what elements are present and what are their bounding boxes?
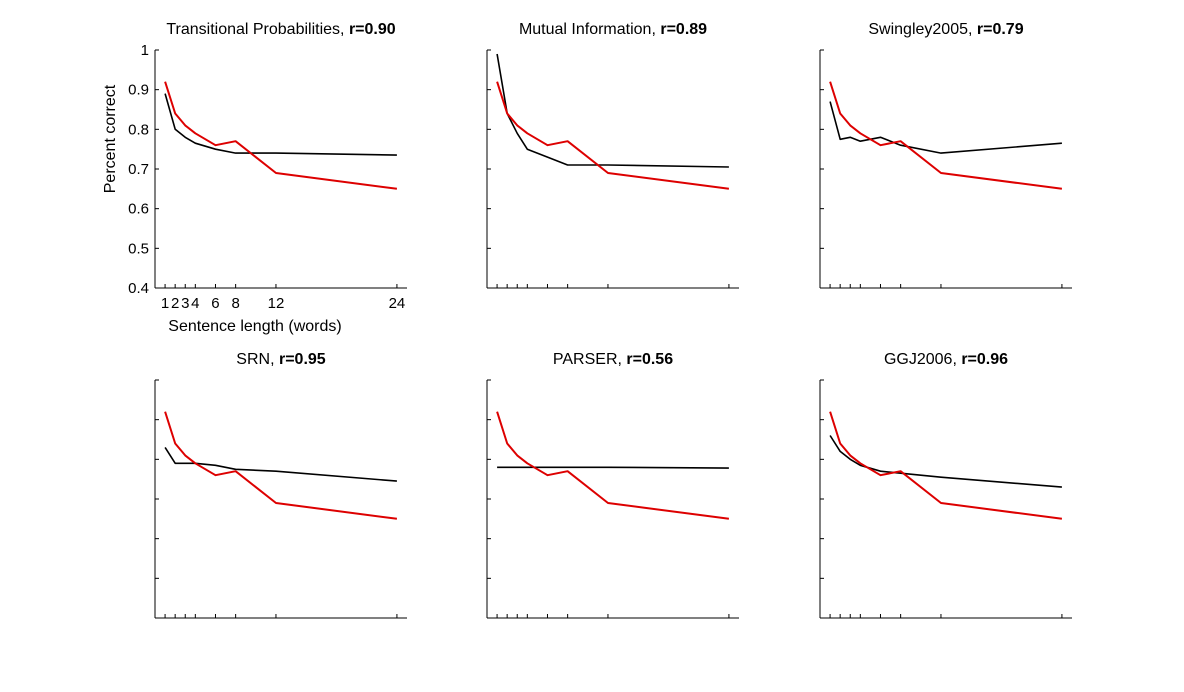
- series-line-model: [829, 101, 1062, 154]
- series-line-human: [164, 81, 398, 190]
- series-line-model: [496, 53, 729, 168]
- subplot-title-r: r=0.90: [349, 21, 396, 38]
- x-tick-label: 4: [191, 295, 199, 312]
- subplot-1: Transitional Probabilities, r=0.90 0.4 0.5…: [102, 21, 407, 335]
- subplot-title-main: Swingley2005,: [868, 21, 977, 38]
- x-tick-label: 1: [161, 295, 169, 312]
- y-tick-label: 0.8: [128, 121, 149, 138]
- series-line-model: [164, 446, 397, 482]
- y-tick-label: 0.4: [128, 280, 149, 297]
- series-line-human: [829, 411, 1063, 520]
- series-line-model: [497, 466, 729, 469]
- x-tick-label: 12: [268, 295, 285, 312]
- subplot-title: Swingley2005, r=0.79: [868, 21, 1023, 38]
- subplot-5: PARSER, r=0.56: [486, 351, 739, 619]
- subplot-title-main: PARSER,: [553, 351, 627, 368]
- subplot-title-main: GGJ2006,: [884, 351, 961, 368]
- y-tick-label: 0.5: [128, 240, 149, 257]
- subplot-title: Mutual Information, r=0.89: [519, 21, 707, 38]
- x-tick-label: 24: [389, 295, 406, 312]
- subplot-title-r: r=0.79: [977, 21, 1024, 38]
- subplot-3: Swingley2005, r=0.79: [819, 21, 1072, 289]
- series-line-model: [164, 93, 397, 156]
- y-tick-label: 1: [141, 42, 149, 59]
- subplot-title-main: Transitional Probabilities,: [166, 21, 349, 38]
- subplot-title-r: r=0.56: [626, 351, 673, 368]
- subplot-title-r: r=0.96: [961, 351, 1008, 368]
- subplot-2: Mutual Information, r=0.89: [486, 21, 739, 289]
- x-tick-label: 3: [181, 295, 189, 312]
- series-line-human: [496, 411, 730, 520]
- x-tick-label: 2: [171, 295, 179, 312]
- subplot-title-main: Mutual Information,: [519, 21, 660, 38]
- subplot-title: SRN, r=0.95: [236, 351, 325, 368]
- subplot-title: PARSER, r=0.56: [553, 351, 673, 368]
- x-tick-label: 8: [231, 295, 239, 312]
- series-line-human: [164, 411, 398, 520]
- x-axis-label: Sentence length (words): [168, 318, 341, 335]
- y-tick-label: 0.9: [128, 82, 149, 99]
- series-line-human: [829, 81, 1063, 190]
- series-line-human: [496, 81, 730, 190]
- subplot-title: Transitional Probabilities, r=0.90: [166, 21, 395, 38]
- subplot-6: GGJ2006, r=0.96: [819, 351, 1072, 619]
- subplot-title-r: r=0.95: [279, 351, 326, 368]
- series-line-model: [829, 435, 1062, 488]
- y-axis-label: Percent correct: [102, 84, 119, 193]
- y-tick-label: 0.7: [128, 161, 149, 178]
- x-tick-label: 6: [211, 295, 219, 312]
- subplot-title-r: r=0.89: [660, 21, 707, 38]
- y-tick-label: 0.6: [128, 201, 149, 218]
- subplot-4: SRN, r=0.95: [154, 351, 407, 619]
- subplot-title: GGJ2006, r=0.96: [884, 351, 1008, 368]
- subplot-title-main: SRN,: [236, 351, 279, 368]
